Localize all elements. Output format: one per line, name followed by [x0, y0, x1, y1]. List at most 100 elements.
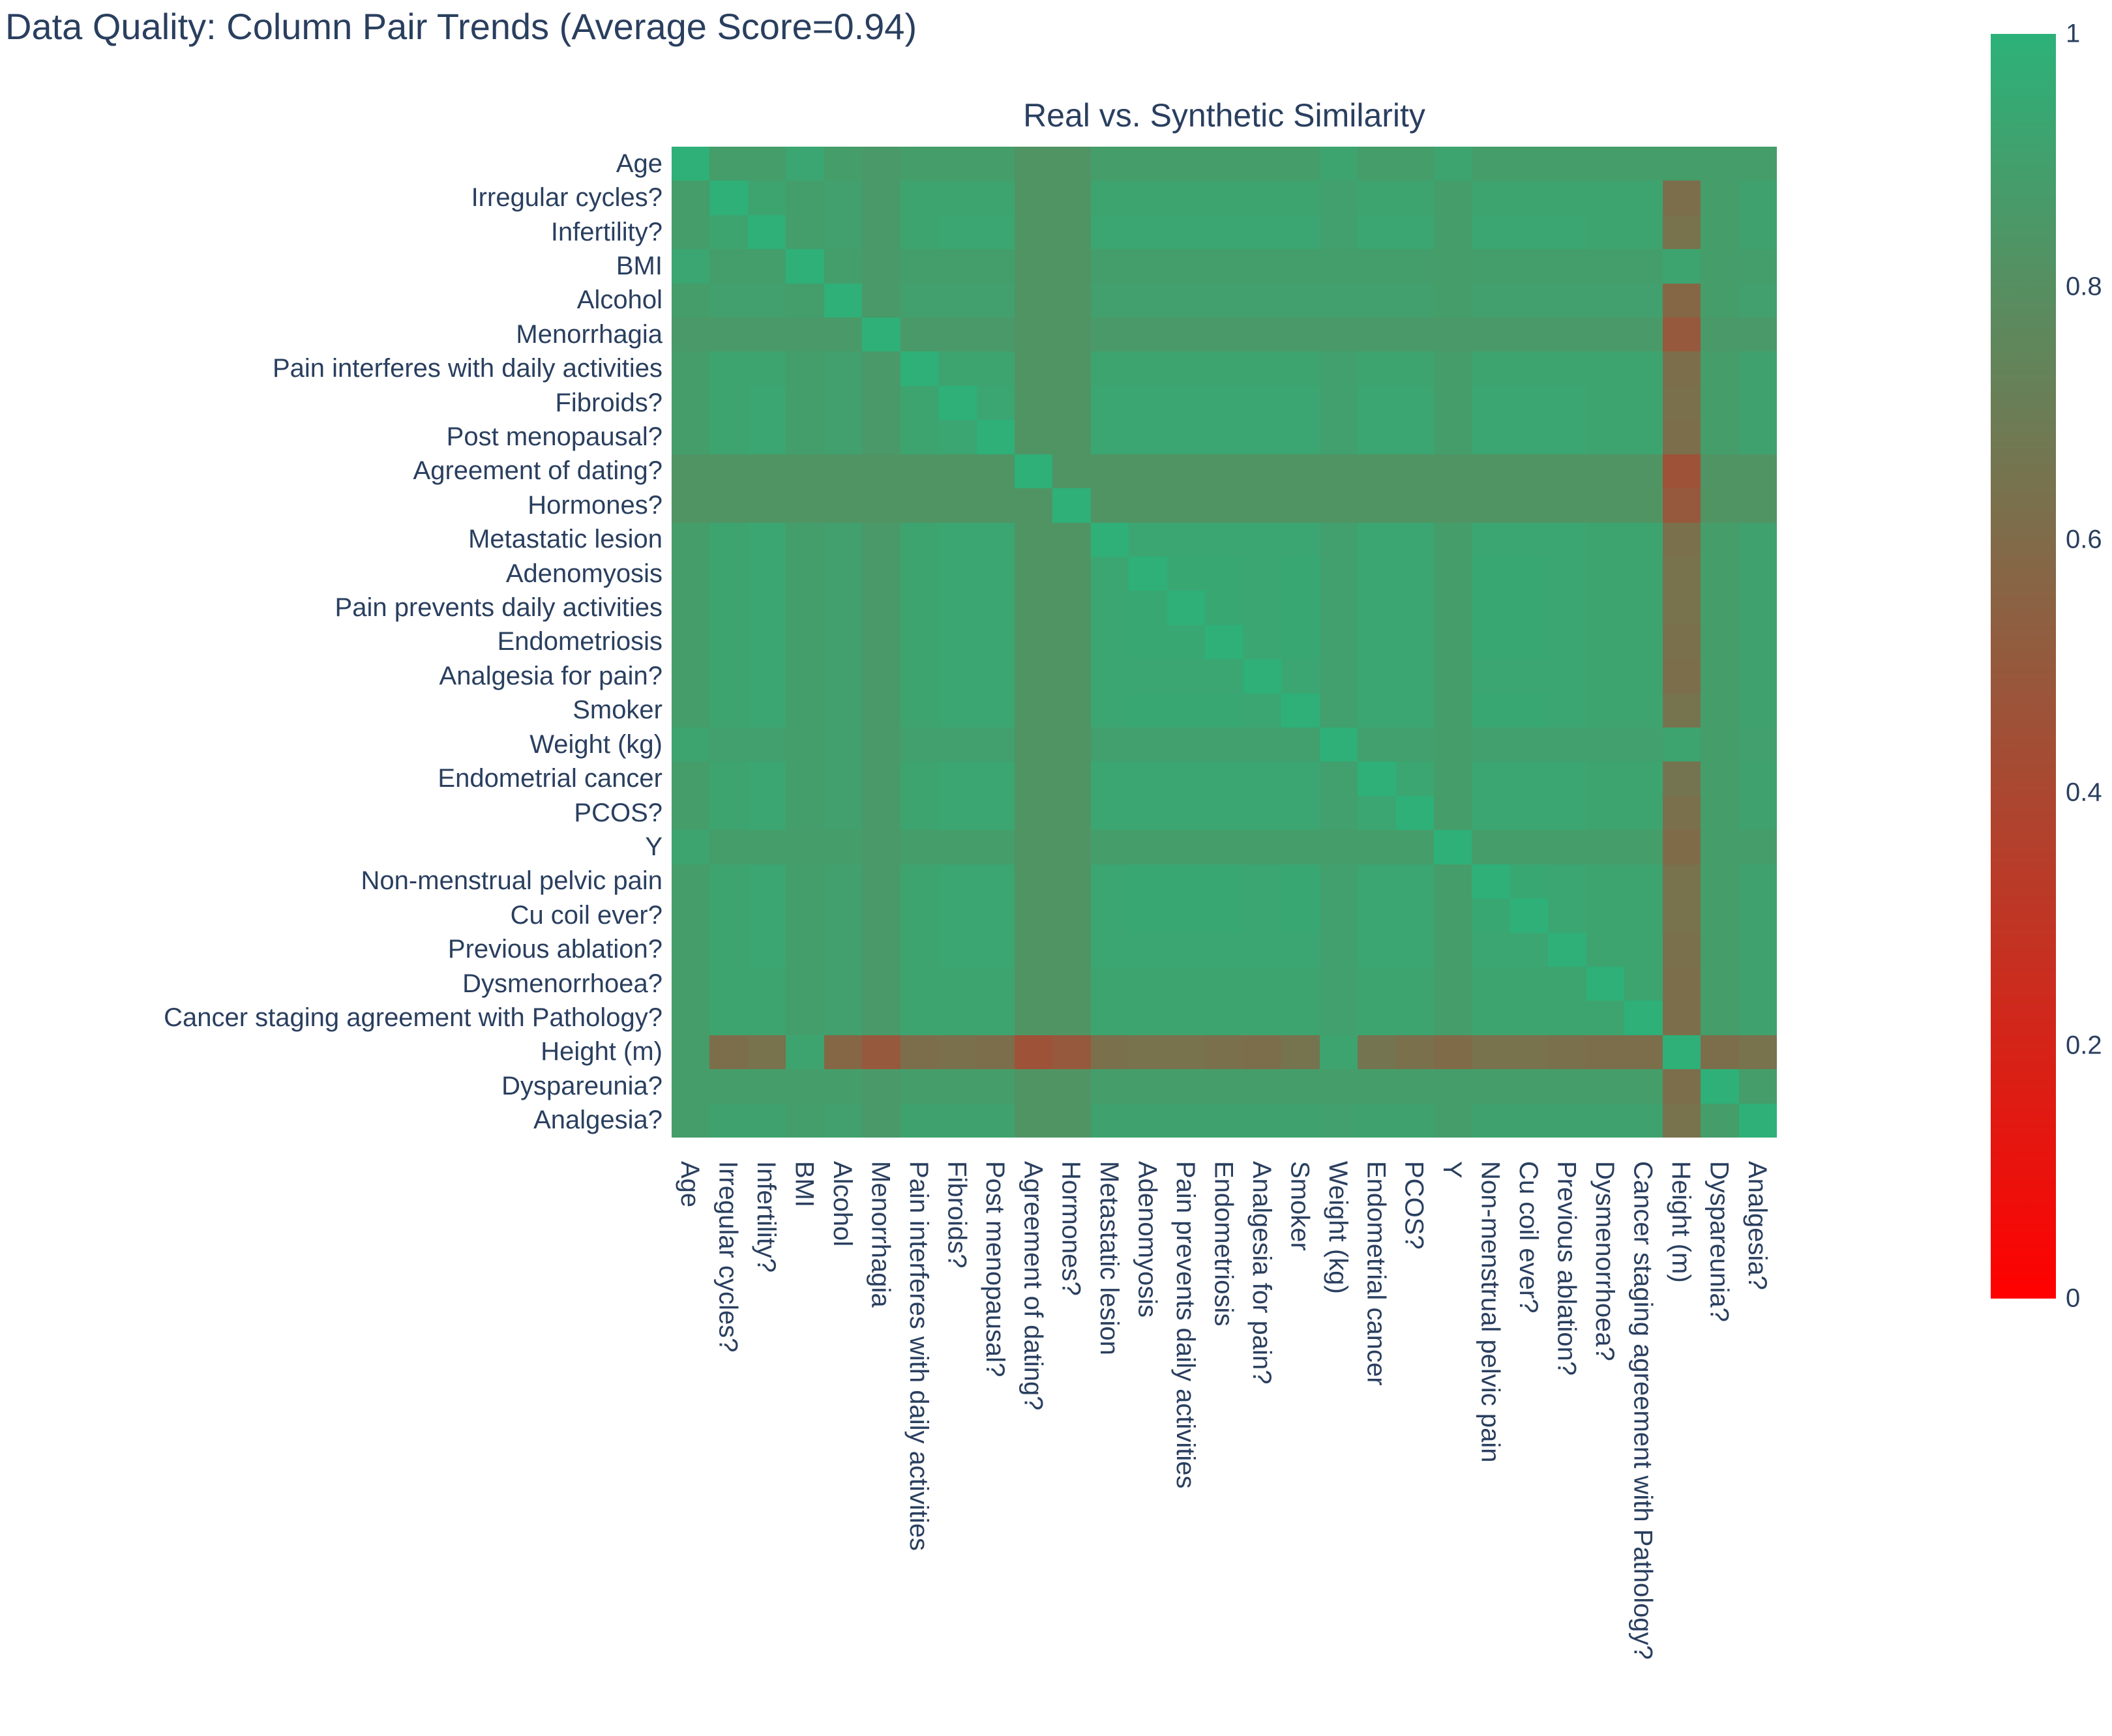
- heatmap-cell: [1015, 283, 1053, 318]
- heatmap-cell: [1358, 693, 1396, 728]
- heatmap-cell: [1129, 728, 1167, 762]
- heatmap-cell: [1510, 488, 1549, 523]
- heatmap-cell: [1281, 728, 1320, 762]
- heatmap-cell: [900, 898, 939, 933]
- y-axis-label: Alcohol: [576, 286, 662, 315]
- heatmap-cell: [1243, 522, 1282, 557]
- heatmap-cell: [1701, 385, 1739, 420]
- heatmap-cell: [1510, 898, 1549, 933]
- heatmap-cell: [824, 761, 863, 796]
- heatmap-cell: [1090, 351, 1129, 386]
- heatmap-cell: [1510, 522, 1549, 557]
- heatmap-cell: [1281, 420, 1320, 454]
- heatmap-cell: [1358, 728, 1396, 762]
- heatmap-cell: [1433, 385, 1472, 420]
- heatmap-cell: [747, 488, 786, 523]
- heatmap-cell: [1243, 795, 1282, 831]
- heatmap-cell: [1167, 625, 1206, 660]
- heatmap-cell: [1586, 283, 1625, 318]
- heatmap-cell: [900, 693, 939, 728]
- heatmap-canvas[interactable]: [672, 147, 1777, 1138]
- heatmap-cell: [1243, 830, 1282, 864]
- heatmap-cell: [1395, 351, 1434, 386]
- heatmap-cell: [672, 728, 710, 762]
- heatmap-cell: [1167, 591, 1206, 625]
- x-axis-label: Cu coil ever?: [1514, 1161, 1543, 1314]
- heatmap-cell: [1701, 249, 1739, 284]
- heatmap-cell: [1433, 795, 1472, 831]
- y-axis-label: Previous ablation?: [447, 935, 662, 964]
- heatmap-cell: [1624, 830, 1663, 864]
- heatmap-cell: [1738, 249, 1777, 284]
- chart-title: Real vs. Synthetic Similarity: [1023, 97, 1425, 134]
- heatmap-cell: [1281, 1035, 1320, 1070]
- heatmap-cell: [1358, 522, 1396, 557]
- heatmap-cell: [1129, 830, 1167, 864]
- heatmap-cell: [824, 147, 863, 181]
- heatmap-cell: [938, 966, 977, 1001]
- heatmap-cell: [1472, 147, 1510, 181]
- heatmap-cell: [1662, 659, 1701, 694]
- heatmap-cell: [938, 795, 977, 831]
- heatmap-cell: [862, 385, 900, 420]
- x-axis-label: Weight (kg): [1323, 1161, 1352, 1294]
- heatmap-cell: [1624, 317, 1663, 352]
- heatmap-cell: [1433, 761, 1472, 796]
- heatmap-cell: [1510, 966, 1549, 1001]
- heatmap-cell: [1015, 1069, 1053, 1104]
- heatmap-cell: [1052, 214, 1091, 250]
- heatmap-cell: [1624, 283, 1663, 318]
- heatmap-cell: [672, 591, 710, 625]
- heatmap-cell: [862, 556, 900, 591]
- heatmap-cell: [672, 181, 710, 215]
- heatmap-cell: [1052, 317, 1091, 352]
- heatmap-cell: [747, 966, 786, 1001]
- heatmap-cell: [1395, 147, 1434, 181]
- heatmap-cell: [862, 283, 900, 318]
- x-axis-label: Smoker: [1285, 1161, 1315, 1251]
- heatmap-cell: [824, 659, 863, 694]
- heatmap-cell: [709, 385, 748, 420]
- heatmap-cell: [1510, 556, 1549, 591]
- heatmap-cell: [672, 385, 710, 420]
- heatmap-cell: [1319, 214, 1358, 250]
- y-axis-label: Analgesia?: [533, 1106, 662, 1135]
- heatmap-cell: [1090, 761, 1129, 796]
- heatmap-cell: [1433, 420, 1472, 454]
- heatmap-cell: [1281, 1069, 1320, 1104]
- heatmap-cell: [1586, 830, 1625, 864]
- heatmap-cell: [1090, 1069, 1129, 1104]
- heatmap-cell: [1738, 625, 1777, 660]
- heatmap-cell: [1319, 591, 1358, 625]
- heatmap-cell: [862, 249, 900, 284]
- x-axis-label: Pain interferes with daily activities: [904, 1161, 933, 1552]
- heatmap-cell: [1358, 1001, 1396, 1035]
- heatmap-cell: [747, 556, 786, 591]
- heatmap-cell: [824, 556, 863, 591]
- heatmap-cell: [1548, 659, 1586, 694]
- heatmap-cell: [1205, 214, 1243, 250]
- heatmap-cell: [1052, 761, 1091, 796]
- heatmap-cell: [1510, 864, 1549, 899]
- heatmap-cell: [1701, 693, 1739, 728]
- heatmap-cell: [786, 795, 824, 831]
- heatmap-cell: [1319, 556, 1358, 591]
- heatmap-cell: [1129, 283, 1167, 318]
- heatmap-cell: [1205, 1103, 1243, 1138]
- heatmap-cell: [747, 693, 786, 728]
- heatmap-cell: [1243, 591, 1282, 625]
- heatmap-cell: [976, 420, 1015, 454]
- heatmap-cell: [1510, 420, 1549, 454]
- heatmap-cell: [747, 625, 786, 660]
- heatmap-cell: [747, 522, 786, 557]
- heatmap-cell: [1738, 932, 1777, 967]
- heatmap-cell: [1433, 488, 1472, 523]
- heatmap-cell: [1167, 1001, 1206, 1035]
- heatmap-cell: [747, 1103, 786, 1138]
- y-axis-label: Cancer staging agreement with Pathology?: [164, 1003, 662, 1033]
- heatmap-cell: [1395, 181, 1434, 215]
- heatmap-cell: [709, 1103, 748, 1138]
- heatmap-cell: [862, 728, 900, 762]
- heatmap-cell: [900, 420, 939, 454]
- heatmap-cell: [1358, 351, 1396, 386]
